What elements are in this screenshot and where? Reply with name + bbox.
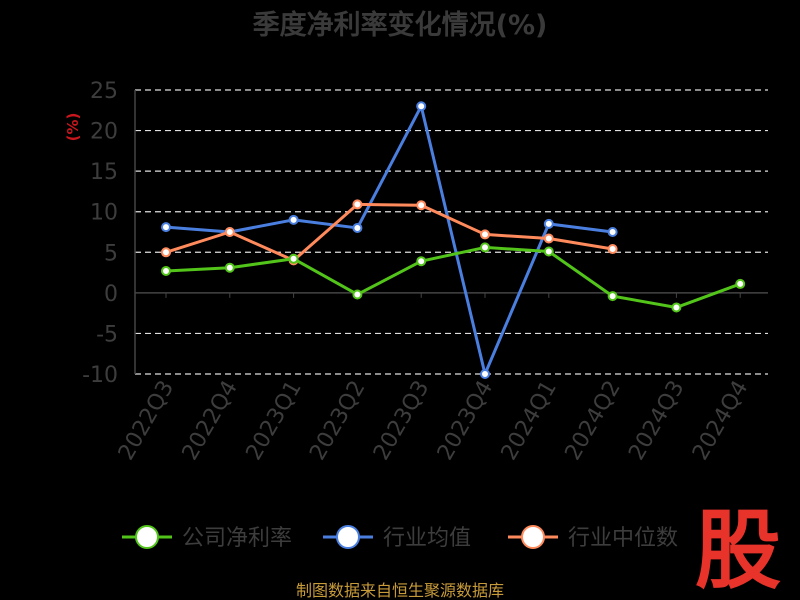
data-point[interactable]	[288, 253, 299, 264]
x-tick-label: 2022Q3	[114, 377, 179, 465]
x-tick-label: 2024Q3	[624, 377, 689, 465]
x-tick-label: 2024Q4	[688, 377, 753, 465]
y-tick-labels: -10 -5 0 5 10 15 20 25	[82, 79, 118, 388]
data-point[interactable]	[416, 200, 427, 211]
series-line	[165, 245, 741, 309]
source-note: 制图数据来自恒生聚源数据库	[296, 581, 504, 600]
data-point[interactable]	[352, 199, 363, 210]
data-point[interactable]	[607, 227, 618, 237]
legend[interactable]: 公司净利率 行业均值 行业中位数	[122, 525, 678, 551]
x-tick-label: 2023Q1	[241, 377, 306, 465]
x-tick-label: 2022Q4	[178, 377, 243, 465]
y-axis-label: (%)	[64, 113, 82, 142]
y-tick-label: 15	[90, 160, 118, 185]
y-tick-label: 10	[90, 201, 118, 226]
data-point[interactable]	[543, 218, 554, 229]
legend-marker	[135, 525, 159, 549]
data-point[interactable]	[480, 369, 490, 379]
logo: 股	[695, 501, 781, 600]
data-point[interactable]	[607, 244, 618, 255]
x-tick-label: 2023Q4	[433, 377, 498, 465]
x-tick-label: 2023Q3	[369, 377, 434, 465]
y-tick-label: -10	[82, 363, 118, 388]
data-point[interactable]	[352, 289, 363, 300]
data-point[interactable]	[288, 214, 299, 225]
data-point[interactable]	[224, 227, 235, 237]
legend-label: 行业均值	[383, 526, 471, 551]
data-point[interactable]	[416, 101, 427, 112]
legend-item[interactable]: 行业均值	[323, 525, 471, 551]
data-point[interactable]	[161, 247, 171, 258]
x-tick-label: 2024Q2	[560, 377, 625, 465]
series-line	[165, 104, 613, 376]
axes	[134, 90, 741, 374]
series-lines	[161, 101, 746, 379]
chart-title: 季度净利率变化情况(%)	[253, 9, 548, 41]
data-point[interactable]	[607, 291, 618, 302]
legend-marker	[521, 525, 545, 549]
data-point[interactable]	[161, 222, 171, 233]
data-point[interactable]	[416, 256, 427, 267]
data-point[interactable]	[543, 233, 554, 244]
data-point[interactable]	[543, 246, 554, 257]
data-point[interactable]	[671, 302, 682, 313]
x-tick-label: 2024Q1	[497, 377, 562, 465]
data-point[interactable]	[480, 242, 490, 253]
data-point[interactable]	[161, 265, 171, 276]
series-line	[165, 202, 613, 262]
x-tick-labels: 2022Q32022Q42023Q12023Q22023Q32023Q42024…	[114, 377, 754, 465]
legend-item[interactable]: 行业中位数	[508, 525, 678, 551]
data-point[interactable]	[480, 229, 490, 240]
grid-lines	[135, 89, 768, 375]
y-tick-label: 0	[104, 282, 118, 307]
legend-item[interactable]: 公司净利率	[122, 525, 292, 551]
legend-label: 行业中位数	[568, 526, 678, 551]
y-tick-label: 20	[90, 120, 118, 145]
data-point[interactable]	[735, 278, 746, 289]
legend-label: 公司净利率	[182, 526, 292, 551]
y-tick-label: 25	[90, 79, 118, 104]
data-point[interactable]	[352, 222, 363, 233]
legend-marker	[336, 525, 360, 549]
y-tick-label: 5	[104, 241, 118, 266]
x-tick-label: 2023Q2	[305, 377, 370, 465]
data-point[interactable]	[224, 262, 235, 273]
y-tick-label: -5	[96, 322, 118, 347]
